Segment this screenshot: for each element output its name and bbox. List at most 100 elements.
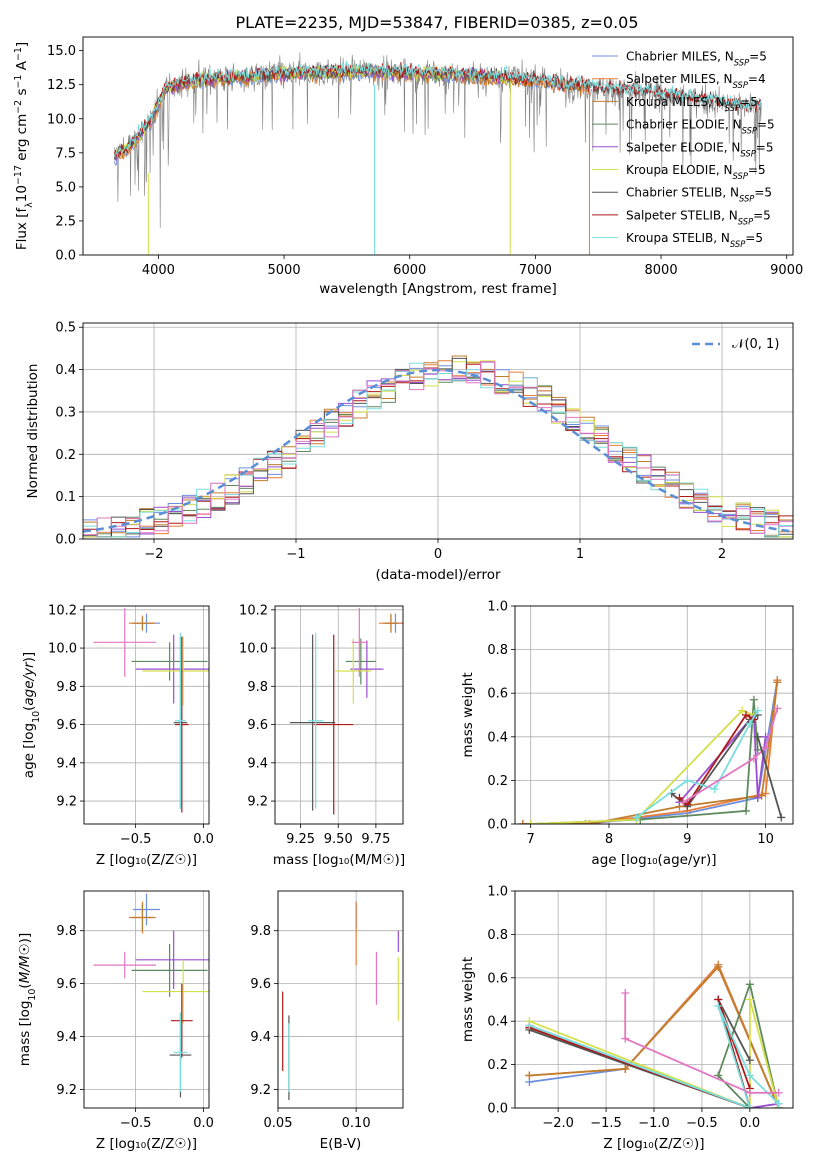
point-marker [745, 1056, 754, 1065]
y-tick-label: 0.6 [487, 971, 508, 986]
x-tick-label: 8 [605, 832, 613, 847]
model-kroupa-stelib [113, 59, 762, 158]
series-chabrier-miles [522, 679, 779, 824]
point-marker [621, 1034, 630, 1043]
y-tick-label: 9.4 [250, 1030, 271, 1045]
x-axis-label: wavelength [Angstrom, rest frame] [319, 281, 557, 297]
legend-entry: Chabrier ELODIE, NSSP=5 [626, 118, 775, 136]
y-tick-label: 7.5 [55, 146, 76, 161]
point-marker [761, 743, 770, 752]
point-marker [525, 1071, 534, 1080]
y-tick-label: 0.4 [55, 363, 76, 378]
x-tick-label: 9.50 [324, 832, 353, 847]
figure-title: PLATE=2235, MJD=53847, FIBERID=0385, z=0… [235, 13, 638, 32]
y-tick-label: 9.2 [56, 1083, 77, 1098]
x-tick-label: 0 [434, 547, 442, 562]
series-pink [682, 708, 779, 803]
point-marker [714, 1002, 723, 1011]
y-tick-label: 0.4 [487, 1015, 508, 1030]
point-marker [774, 1099, 783, 1108]
y-tick-label: 2.5 [55, 214, 76, 229]
y-tick-label: 0.2 [487, 774, 508, 789]
series-chabrier-stelib [756, 736, 783, 818]
point-marker [714, 962, 723, 971]
x-tick-label: 4000 [142, 263, 175, 278]
y-axis-label: age [log10(age/yr)] [21, 652, 42, 778]
x-tick-label: −2.0 [542, 1116, 574, 1131]
y-tick-label: 9.8 [56, 924, 77, 939]
x-axis-label: (data-model)/error [375, 567, 501, 583]
legend-entry: Chabrier MILES, NSSP=5 [626, 50, 767, 68]
x-tick-label: 9 [683, 832, 691, 847]
point-marker [679, 798, 688, 807]
plot-area [113, 52, 762, 255]
axes-frame [514, 605, 794, 825]
point-marker [710, 785, 719, 794]
x-tick-label: 7000 [519, 263, 552, 278]
y-tick-label: 0.0 [487, 818, 508, 833]
legend-entry: Kroupa MILES, NSSP=5 [626, 95, 758, 113]
point-marker [742, 806, 751, 815]
x-axis-label: Z [log₁₀(Z/Z☉)] [96, 1136, 197, 1152]
x-tick-label: 9000 [770, 263, 803, 278]
axes-frame [277, 890, 404, 1109]
panels: 4000 5000 6000 7000 8000 90000.02.55.07.510.0… [13, 36, 803, 1152]
point-marker [749, 754, 758, 763]
y-tick-label: 10.0 [47, 112, 76, 127]
y-tick-label: 0.5 [55, 321, 76, 336]
plot-area [518, 676, 786, 824]
legend-entry: Chabrier STELIB, NSSP=5 [626, 186, 772, 204]
plot-area [290, 607, 403, 815]
y-tick-label: 9.6 [56, 977, 77, 992]
y-tick-label: 0.0 [487, 1102, 508, 1117]
axes-frame [82, 322, 794, 540]
point-marker [742, 711, 751, 719]
plot-area [282, 901, 399, 1101]
point-marker [675, 793, 684, 802]
point-marker [745, 980, 754, 989]
panel-age-vs-Z: −0.5 0.0 9.2 9.4 9.6 9.8 10.0 10.2 Z [log₁₀(Z/Z☉… [21, 603, 214, 868]
y-tick-label: 0.8 [487, 928, 508, 943]
point-marker [774, 1088, 783, 1097]
legend-entry: Kroupa ELODIE, NSSP=5 [626, 163, 766, 181]
series-kroupa-elodie [529, 999, 780, 1108]
x-tick-label: 9.25 [286, 832, 315, 847]
x-tick-label: −1.5 [590, 1116, 622, 1131]
y-tick-label: 0.0 [55, 533, 76, 548]
y-tick-label: 9.2 [250, 1083, 271, 1098]
point-marker [745, 1071, 754, 1080]
y-axis-label: mass weight [460, 957, 476, 1042]
x-tick-label: 1 [576, 547, 584, 562]
point-marker [745, 719, 754, 728]
y-tick-label: 0.1 [55, 490, 76, 505]
x-tick-label: 0.0 [193, 1116, 214, 1131]
x-tick-label: −0.5 [686, 1116, 718, 1131]
x-tick-label: −0.5 [120, 832, 152, 847]
panel-spectrum: 4000 5000 6000 7000 8000 9000 0.0 2.5 5.0 7.5 10.0… [13, 36, 803, 297]
panel-mass-vs-EBV: 0.05 0.10 9.2 9.4 9.6 9.8 E(B-V) [250, 890, 404, 1152]
x-tick-label: 0.0 [740, 1116, 761, 1131]
x-axis-label: mass [log₁₀(M/M☉)] [273, 852, 405, 868]
y-tick-label: 9.8 [56, 680, 77, 695]
y-tick-label: 0.0 [55, 249, 76, 264]
y-tick-label: 9.2 [56, 795, 77, 810]
x-tick-label: −0.5 [120, 1116, 152, 1131]
x-tick-label: 9.75 [361, 832, 390, 847]
y-tick-label: 9.6 [250, 977, 271, 992]
y-tick-label: 0.8 [487, 643, 508, 658]
y-tick-label: 5.0 [55, 180, 76, 195]
panel-massweight-vs-Z: −2.0 −1.5 −1.0 −0.5 0.0 0.0 0.2 0.4 0.6 0.8 1.0 Z [… [460, 885, 794, 1152]
x-tick-label: −2 [144, 547, 163, 562]
point-marker [745, 995, 754, 1004]
y-tick-label: 9.8 [247, 680, 268, 695]
y-tick-label: 9.6 [247, 718, 268, 733]
point-marker [745, 1104, 754, 1108]
y-tick-label: 10.2 [239, 603, 268, 618]
y-tick-label: 0.2 [55, 448, 76, 463]
point-marker [777, 813, 786, 822]
y-axis-label: Normed distribution [25, 364, 41, 499]
y-tick-label: 1.0 [487, 885, 508, 900]
point-marker [773, 678, 782, 687]
legend-entry: Salpeter MILES, NSSP=4 [626, 72, 766, 90]
